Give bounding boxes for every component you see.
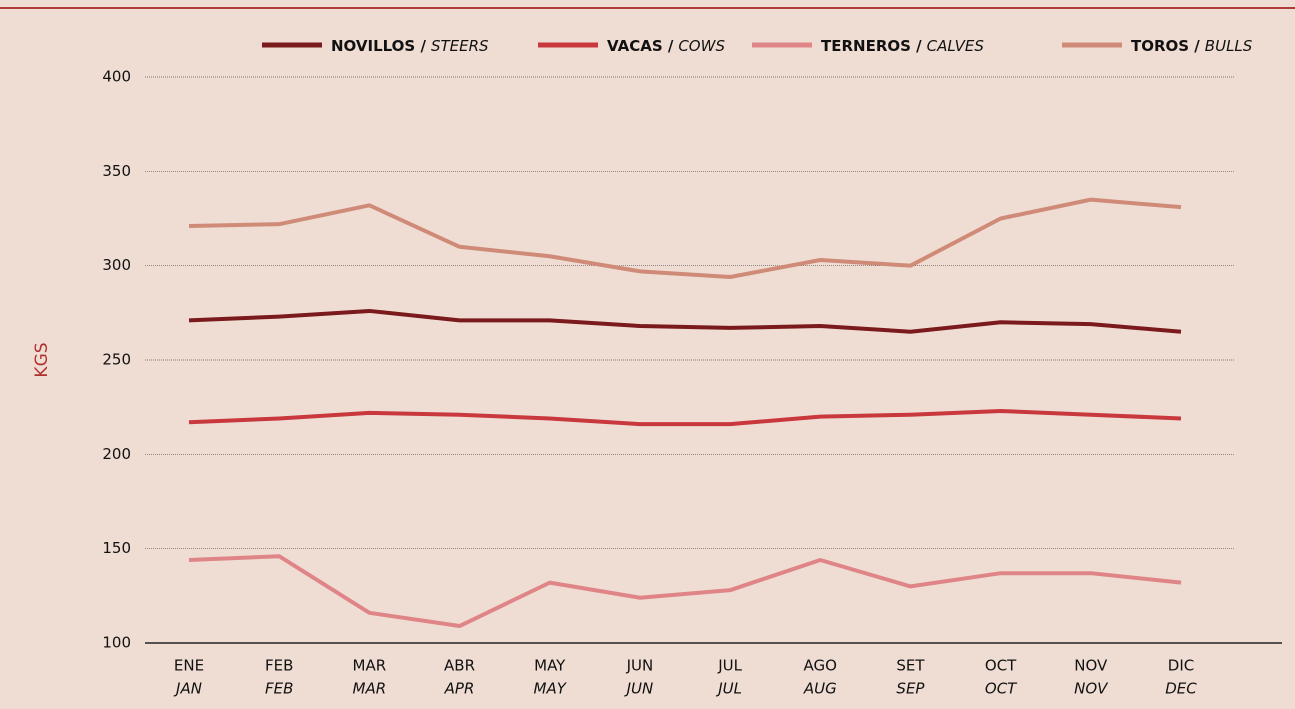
x-tick-label-en: AUG [803,680,837,698]
y-tick-label: 100 [102,634,131,652]
legend-name-en: BULLS [1205,37,1253,55]
x-tick-label-en: SEP [896,680,925,698]
y-tick-label: 400 [102,68,131,86]
y-tick-label: 300 [102,256,131,274]
x-tick-label: DIC [1168,657,1194,675]
y-axis-label: KGS [32,342,52,377]
x-tick-label: JUL [717,657,742,675]
series-line [188,308,1182,334]
x-tick-label-en: OCT [985,680,1018,698]
x-tick-label-en: NOV [1074,680,1109,698]
legend-label: TERNEROS / CALVES [821,37,984,55]
x-tick-label-en: DEC [1165,680,1197,698]
x-tick-label: FEB [265,657,293,675]
y-tick-label: 200 [102,445,131,463]
legend-name-en: STEERS [431,37,489,55]
x-tick-label-en: JUL [715,680,742,698]
x-tick-label-en: APR [444,680,475,698]
legend-name: VACAS / [607,37,674,55]
legend-label: NOVILLOS / STEERS [331,37,489,55]
y-tick-label: 150 [102,539,131,557]
legend-name-en: COWS [678,37,725,55]
x-tick-label: SET [896,657,925,675]
y-tick-label: 350 [102,162,131,180]
series-line [188,408,1182,427]
legend-label: VACAS / COWS [607,37,725,55]
legend-name: TOROS / [1131,37,1200,55]
x-tick-label: OCT [985,657,1017,675]
x-tick-label: MAY [534,657,566,675]
series-line [188,554,1182,629]
legend-label: TOROS / BULLS [1131,37,1253,55]
x-tick-label-en: JUN [624,680,654,698]
legend-name: TERNEROS / [821,37,922,55]
x-tick-label-en: MAY [534,680,568,698]
x-tick-label-en: JAN [173,680,202,698]
legend-name-en: CALVES [927,37,985,55]
x-tick-label: AGO [804,657,837,675]
x-tick-label: NOV [1074,657,1108,675]
x-tick-label-en: FEB [265,680,293,698]
legend-name: NOVILLOS / [331,37,426,55]
y-tick-label: 250 [102,351,131,369]
x-tick-label: JUN [626,657,654,675]
x-tick-label-en: MAR [353,680,387,698]
x-tick-label: ABR [444,657,475,675]
x-tick-label: ENE [174,657,204,675]
series-line [188,197,1182,279]
x-tick-label: MAR [353,657,387,675]
